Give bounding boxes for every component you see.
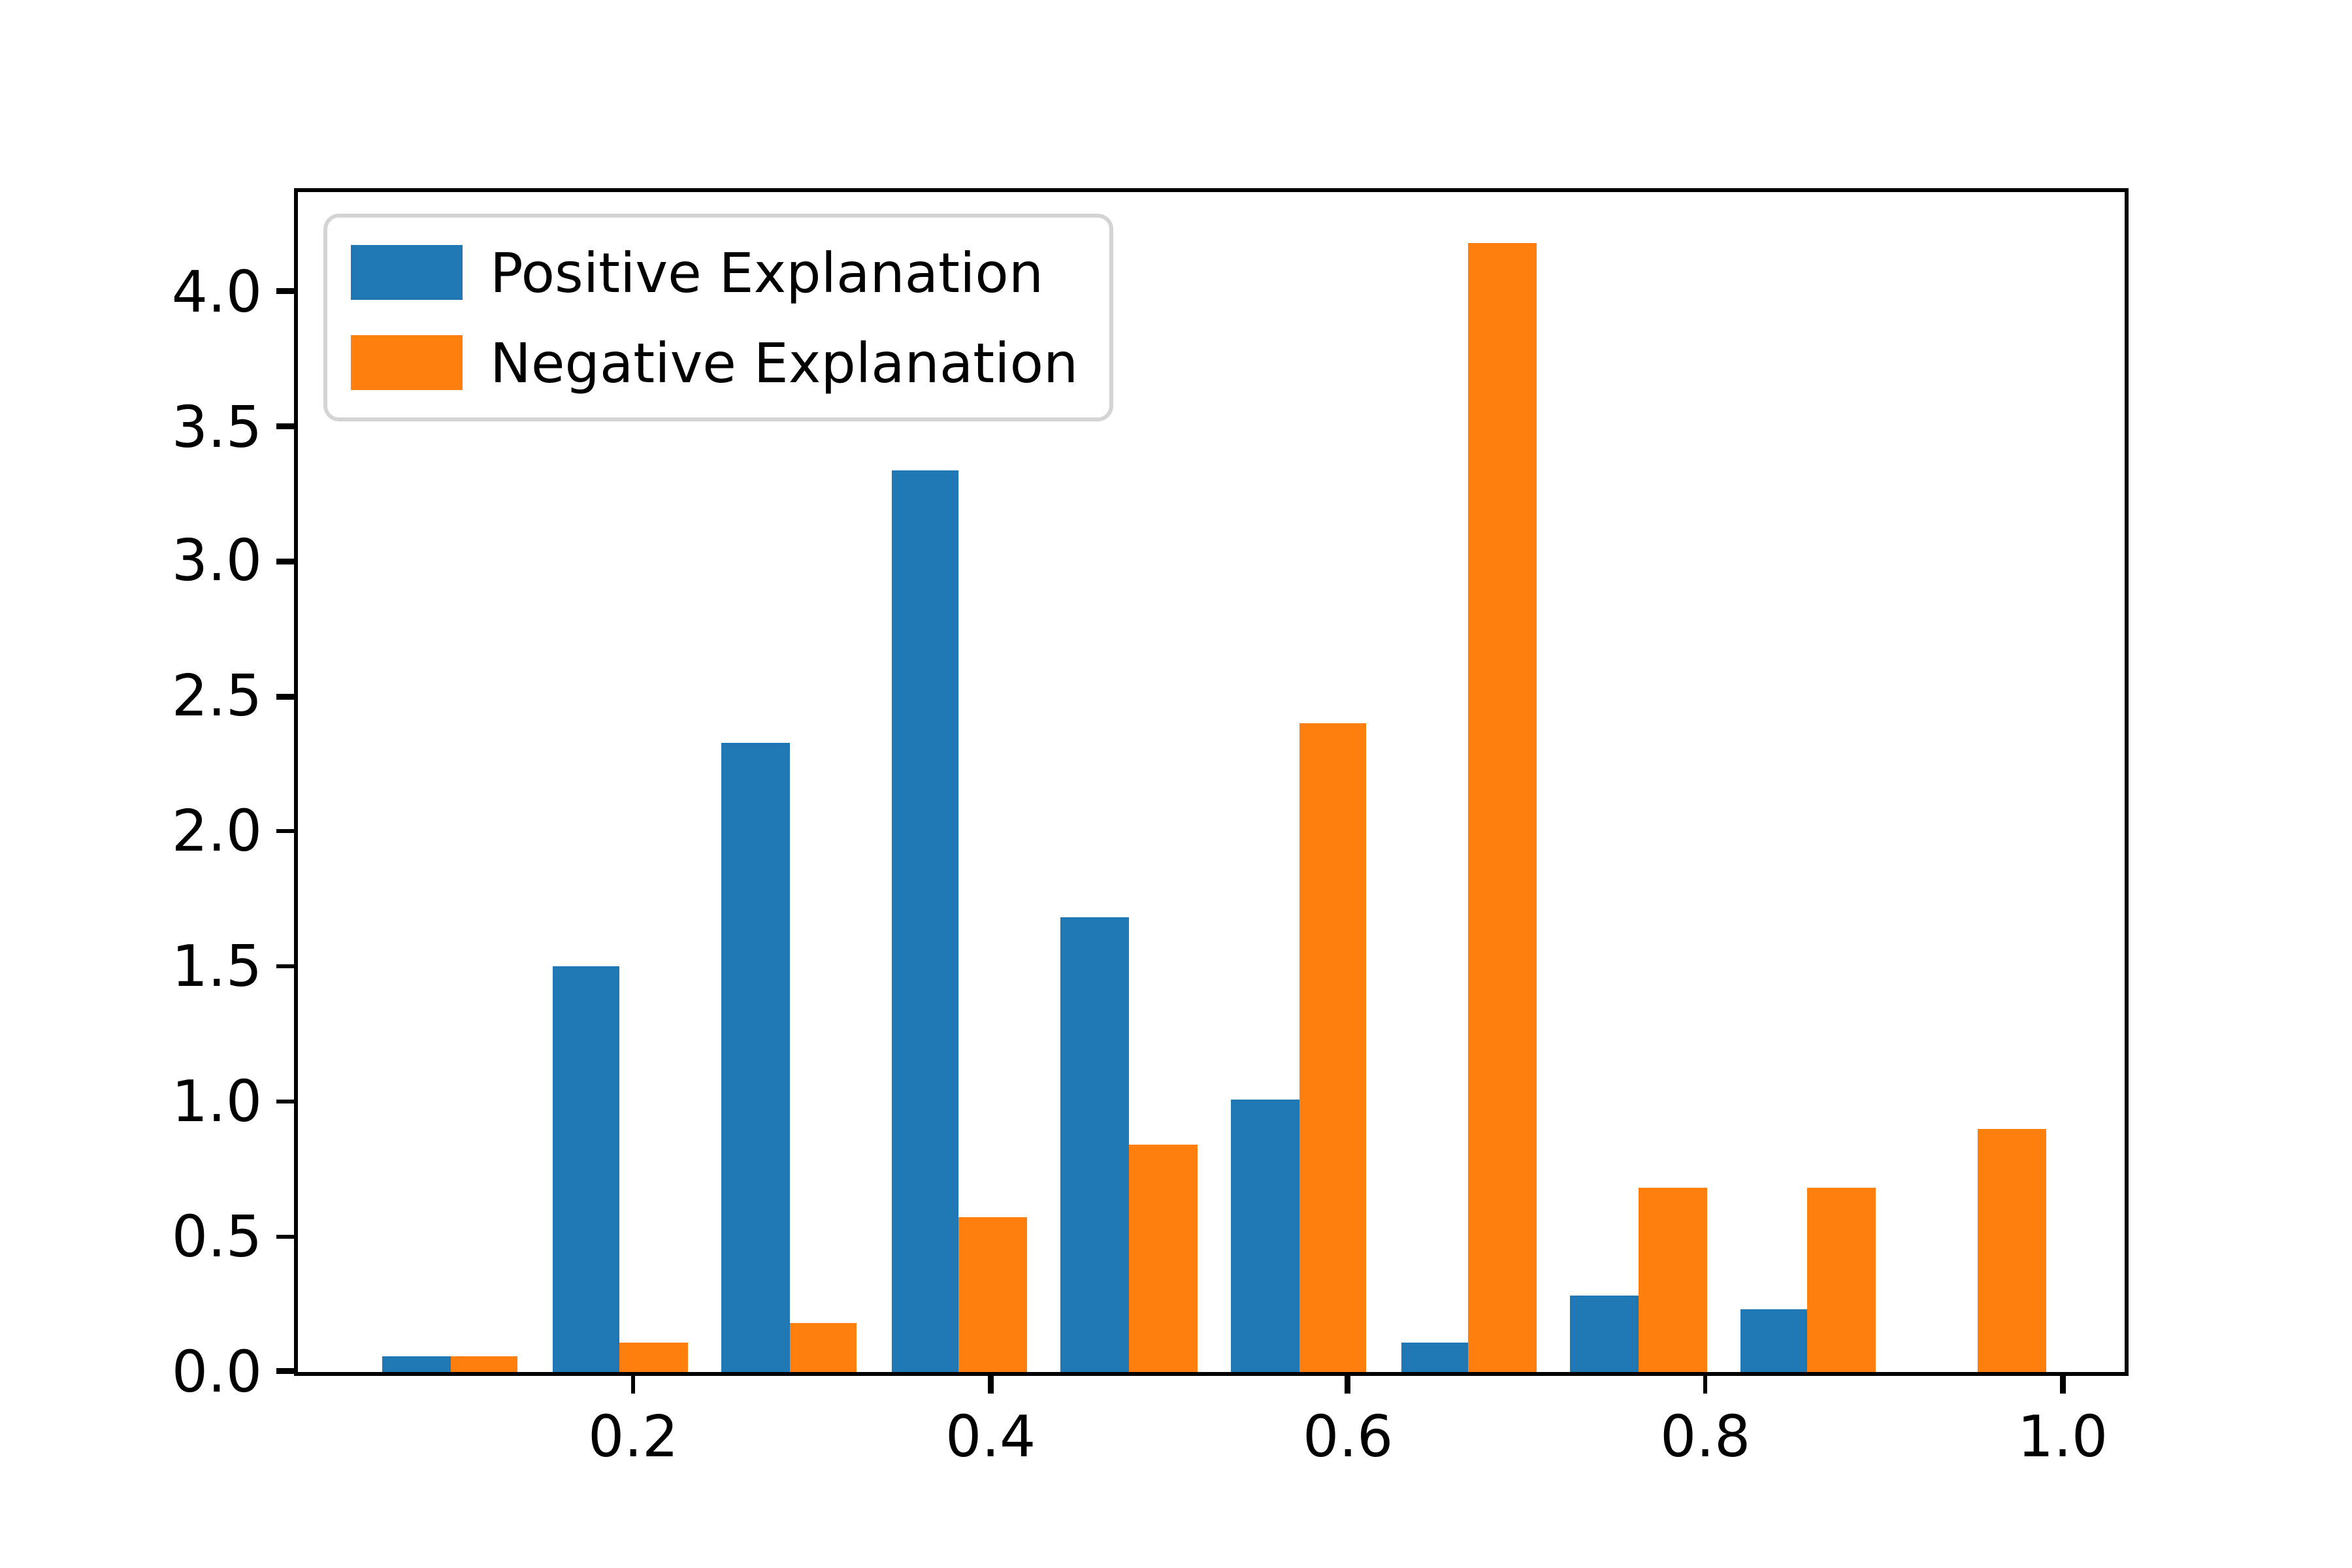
bar-negative-bin6 (1298, 723, 1367, 1372)
y-axis-ticks: 0.0 0.5 1.0 1.5 2.0 2.5 3.0 3.5 4.0 (172, 191, 2125, 1405)
bar-negative-bin7 (1468, 242, 1537, 1372)
x-tick-label: 0.6 (1302, 1403, 1394, 1470)
y-tick-label: 3.0 (171, 528, 263, 595)
bar-negative-bin10 (1978, 1128, 2046, 1372)
bars-layer (297, 191, 2125, 1372)
bar-negative-bin4 (959, 1217, 1028, 1372)
bar-positive-bin3 (721, 742, 790, 1372)
x-tick-label: 0.4 (945, 1403, 1036, 1470)
y-tick-mark (276, 423, 298, 429)
x-tick-mark (988, 1371, 993, 1394)
bar-negative-bin3 (789, 1322, 858, 1372)
legend-label-positive: Positive Explanation (490, 240, 1044, 305)
x-axis-ticks: 0.2 0.4 0.6 0.8 1.0 (297, 191, 2125, 1469)
legend-item-positive: Positive Explanation (351, 237, 1078, 308)
x-tick-mark (1703, 1371, 1708, 1394)
x-tick-mark (2060, 1371, 2065, 1394)
x-tick-label: 0.8 (1659, 1403, 1751, 1470)
bar-positive-bin5 (1061, 917, 1130, 1372)
y-tick-label: 0.5 (171, 1203, 263, 1270)
bar-negative-bin2 (619, 1341, 688, 1372)
y-tick-mark (276, 1369, 298, 1374)
bar-positive-bin1 (382, 1356, 450, 1372)
x-tick-mark (630, 1371, 636, 1394)
bar-positive-bin4 (891, 469, 960, 1372)
y-tick-label: 3.5 (171, 393, 263, 460)
bar-positive-bin8 (1570, 1296, 1639, 1372)
legend: Positive Explanation Negative Explanatio… (323, 214, 1114, 421)
bar-negative-bin5 (1129, 1144, 1198, 1372)
bar-positive-bin2 (551, 966, 620, 1372)
x-tick-label: 0.2 (588, 1403, 679, 1470)
y-tick-label: 1.0 (171, 1068, 263, 1135)
legend-swatch-positive (351, 245, 463, 300)
y-tick-mark (276, 828, 298, 834)
y-tick-label: 0.0 (171, 1338, 263, 1405)
legend-swatch-negative (351, 335, 463, 390)
legend-label-negative: Negative Explanation (490, 330, 1079, 395)
legend-item-negative: Negative Explanation (351, 327, 1078, 398)
y-tick-label: 4.0 (171, 257, 263, 325)
y-tick-label: 2.5 (171, 662, 263, 730)
y-tick-mark (276, 289, 298, 294)
y-tick-label: 2.0 (171, 798, 263, 865)
bar-positive-bin9 (1740, 1309, 1808, 1372)
y-tick-mark (276, 964, 298, 969)
bar-negative-bin8 (1638, 1188, 1707, 1372)
plot-area: 0.2 0.4 0.6 0.8 1.0 0.0 0.5 1.0 1.5 2.0 2.5 3.0 3.5… (172, 188, 2129, 1469)
y-tick-mark (276, 1099, 298, 1104)
y-tick-mark (276, 559, 298, 564)
y-tick-mark (276, 1233, 298, 1239)
bar-negative-bin1 (449, 1356, 518, 1372)
x-tick-label: 1.0 (2017, 1403, 2108, 1470)
y-tick-mark (276, 694, 298, 699)
x-tick-mark (1345, 1371, 1350, 1394)
y-tick-label: 1.5 (171, 933, 263, 1000)
bar-positive-bin7 (1400, 1341, 1469, 1372)
bar-negative-bin9 (1808, 1188, 1876, 1372)
bar-positive-bin6 (1231, 1098, 1299, 1372)
